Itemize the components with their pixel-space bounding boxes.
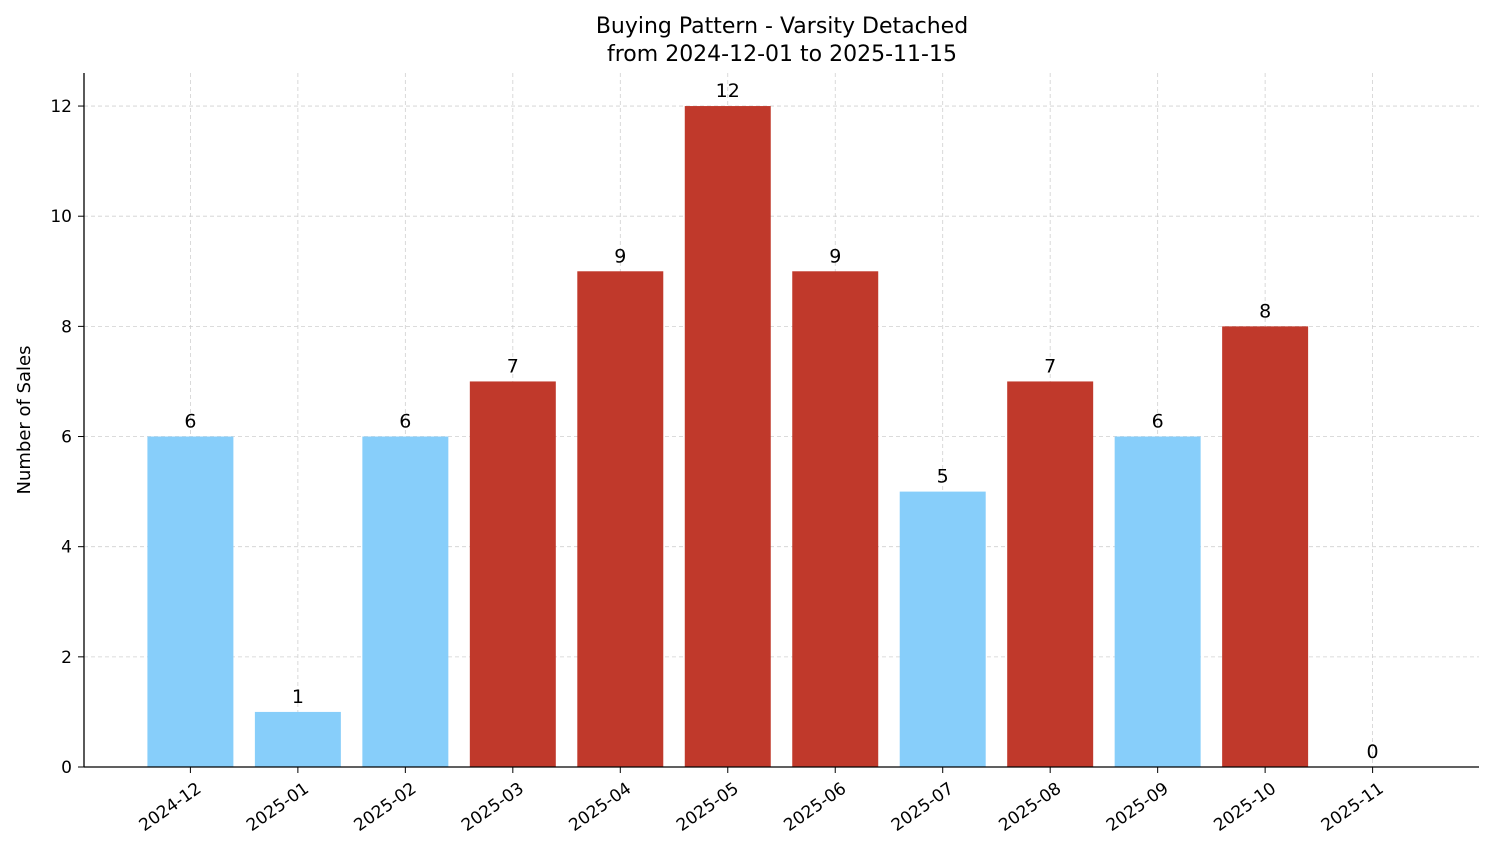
data-label: 6 <box>399 411 411 433</box>
data-label: 9 <box>614 245 626 267</box>
data-label: 5 <box>937 466 949 488</box>
data-label: 7 <box>507 355 519 377</box>
data-labels: 6 1 6 7 9 12 9 5 7 6 8 0 <box>184 80 1378 763</box>
bar <box>147 436 234 767</box>
bar <box>899 491 986 767</box>
y-axis-label: Number of Sales <box>14 345 35 494</box>
bar <box>469 381 556 767</box>
y-tick-label: 4 <box>61 538 72 558</box>
data-label: 7 <box>1044 355 1056 377</box>
y-tick-label: 6 <box>61 428 72 448</box>
x-tick-label: 2025-02 <box>351 779 421 836</box>
data-label: 12 <box>716 80 740 102</box>
x-tick-label: 2025-03 <box>458 779 528 836</box>
x-tick-label: 2025-05 <box>673 779 743 836</box>
bar <box>362 436 449 767</box>
data-label: 9 <box>829 245 841 267</box>
x-tick-label: 2025-01 <box>243 779 313 836</box>
bar <box>254 711 341 767</box>
data-label: 0 <box>1367 741 1379 763</box>
bar <box>577 271 664 767</box>
data-label: 6 <box>184 411 196 433</box>
x-tick-label: 2025-09 <box>1103 779 1173 836</box>
x-tick-label: 2025-06 <box>780 779 850 836</box>
x-tick-label: 2025-10 <box>1210 779 1280 836</box>
bar <box>1222 326 1309 767</box>
data-label: 8 <box>1259 300 1271 322</box>
bar <box>1114 436 1201 767</box>
y-tick-label: 2 <box>61 648 72 668</box>
chart-title: Buying Pattern - Varsity Detached <box>596 14 968 39</box>
bar <box>684 106 771 768</box>
x-tick-label: 2025-07 <box>888 779 958 836</box>
chart-subtitle: from 2024-12-01 to 2025-11-15 <box>607 42 957 67</box>
data-label: 6 <box>1152 411 1164 433</box>
bars <box>147 106 1309 768</box>
x-tick-label: 2024-12 <box>136 779 206 836</box>
y-tick-label: 8 <box>61 317 72 337</box>
y-tick-label: 10 <box>50 207 72 227</box>
data-label: 1 <box>292 686 304 708</box>
bar <box>792 271 879 767</box>
y-tick-label: 0 <box>61 758 72 778</box>
y-tick-label: 12 <box>50 97 72 117</box>
x-tick-label: 2025-11 <box>1318 779 1388 836</box>
x-tick-label: 2025-08 <box>995 779 1065 836</box>
x-tick-label: 2025-04 <box>566 779 636 836</box>
bar <box>1007 381 1094 767</box>
